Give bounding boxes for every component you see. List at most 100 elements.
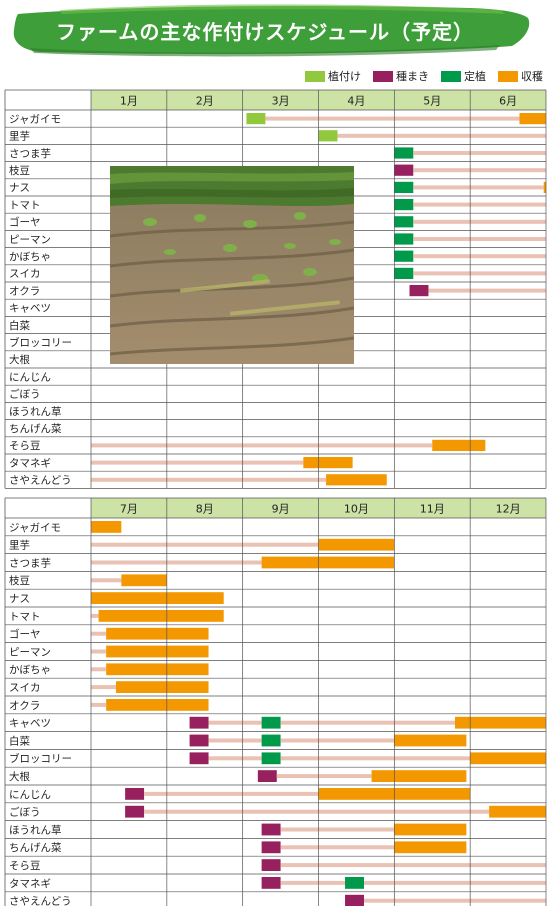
harvest-bar [326, 474, 387, 486]
legend-swatch-sow [373, 70, 393, 82]
crop-label: そら豆 [9, 440, 41, 452]
growth-bar [280, 756, 471, 761]
crop-label: トマト [9, 611, 41, 623]
growth-bar [208, 738, 262, 743]
crop-label: ゴーヤ [9, 216, 41, 229]
sow-bar [189, 752, 209, 765]
crop-label: 里芋 [9, 540, 30, 552]
transplant-bar [394, 233, 414, 245]
crop-label: ほうれん草 [9, 824, 62, 836]
month-label: 4月 [347, 95, 365, 108]
title-banner [13, 4, 530, 57]
crop-label: 白菜 [9, 734, 30, 747]
crop-label: ごぼう [9, 806, 41, 819]
crop-label: オクラ [9, 285, 40, 297]
growth-bar [91, 649, 107, 654]
crop-label: かぼちゃ [9, 664, 51, 676]
crop-label: スイカ [9, 682, 41, 694]
crop-label: ゴーヤ [9, 628, 41, 641]
month-label: 10月 [344, 503, 369, 516]
transplant-bar [394, 216, 414, 228]
crop-label: 白菜 [9, 319, 30, 332]
sow-bar [261, 859, 281, 871]
growth-bar [91, 702, 107, 707]
growth-bar [91, 477, 327, 482]
harvest-bar [106, 663, 209, 676]
crop-label: タマネギ [9, 457, 51, 469]
harvest-bar [106, 627, 209, 640]
growth-bar [91, 443, 433, 448]
transplant-bar [394, 267, 414, 279]
month-label: 12月 [496, 503, 521, 516]
harvest-bar [261, 556, 395, 569]
harvest-bar [489, 805, 546, 818]
growth-bar [91, 667, 107, 672]
transplant-bar [261, 752, 281, 765]
transplant-bar [394, 250, 414, 262]
growth-bar [413, 271, 546, 276]
growth-bar [91, 631, 107, 636]
sow-bar [409, 285, 429, 297]
growth-bar [413, 237, 546, 241]
crop-label: かぼちゃ [9, 251, 51, 263]
crop-label: スイカ [9, 268, 41, 280]
growth-bar [413, 151, 546, 155]
plant-bar [246, 113, 266, 125]
legend-swatch-transplant [441, 70, 461, 82]
crop-label: 枝豆 [9, 574, 30, 587]
month-label: 11月 [420, 503, 445, 516]
growth-bar [364, 880, 546, 885]
growth-bar [91, 560, 262, 565]
harvest-bar [91, 521, 122, 533]
crop-label: ちんげん菜 [9, 842, 62, 854]
crop-label: そら豆 [9, 860, 41, 872]
growth-bar [364, 898, 546, 903]
growth-bar [91, 460, 304, 465]
transplant-bar [261, 734, 281, 747]
transplant-bar [394, 199, 414, 211]
harvest-bar [455, 716, 546, 729]
growth-bar [280, 738, 395, 743]
growth-bar [91, 578, 122, 583]
crop-label: キャベツ [9, 303, 51, 315]
legend-swatch-plant [305, 70, 325, 82]
crop-label: オクラ [9, 700, 40, 712]
month-label: 3月 [272, 95, 290, 108]
month-label: 5月 [423, 95, 441, 108]
growth-bar [208, 720, 262, 725]
growth-bar [280, 720, 455, 725]
crop-label: ブロッコリー [9, 752, 72, 765]
harvest-bar [116, 681, 209, 693]
growth-bar [280, 845, 395, 850]
harvest-bar [98, 610, 224, 622]
crop-label: さやえんどう [9, 475, 72, 487]
field-photo [110, 166, 354, 364]
growth-bar [91, 685, 117, 690]
harvest-bar [394, 734, 467, 747]
growth-bar [280, 827, 395, 832]
crop-label: ブロッコリー [9, 336, 72, 349]
growth-bar [280, 880, 346, 885]
crop-label: 里芋 [9, 131, 30, 143]
sow-bar [394, 164, 414, 176]
sow-bar [345, 894, 364, 906]
crop-label: さやえんどう [9, 896, 72, 906]
page-title: ファームの主な作付けスケジュール（予定） [56, 20, 474, 44]
crop-label: トマト [9, 199, 41, 211]
legend-label-transplant: 定植 [464, 70, 486, 83]
sow-bar [189, 734, 209, 747]
growth-bar [413, 185, 544, 190]
transplant-bar [345, 877, 364, 889]
crop-label: 枝豆 [9, 164, 30, 177]
month-label: 7月 [120, 503, 138, 516]
crop-label: さつま芋 [9, 148, 51, 160]
month-label: 8月 [196, 503, 214, 516]
sow-bar [257, 770, 277, 782]
harvest-bar [394, 841, 467, 854]
harvest-bar [303, 457, 353, 469]
month-label: 6月 [499, 95, 517, 108]
legend: 植付け 種まき 定植 収穫 [305, 68, 543, 84]
crop-label: キャベツ [9, 718, 51, 730]
crop-label: ピーマン [9, 646, 51, 658]
transplant-bar [261, 716, 281, 729]
